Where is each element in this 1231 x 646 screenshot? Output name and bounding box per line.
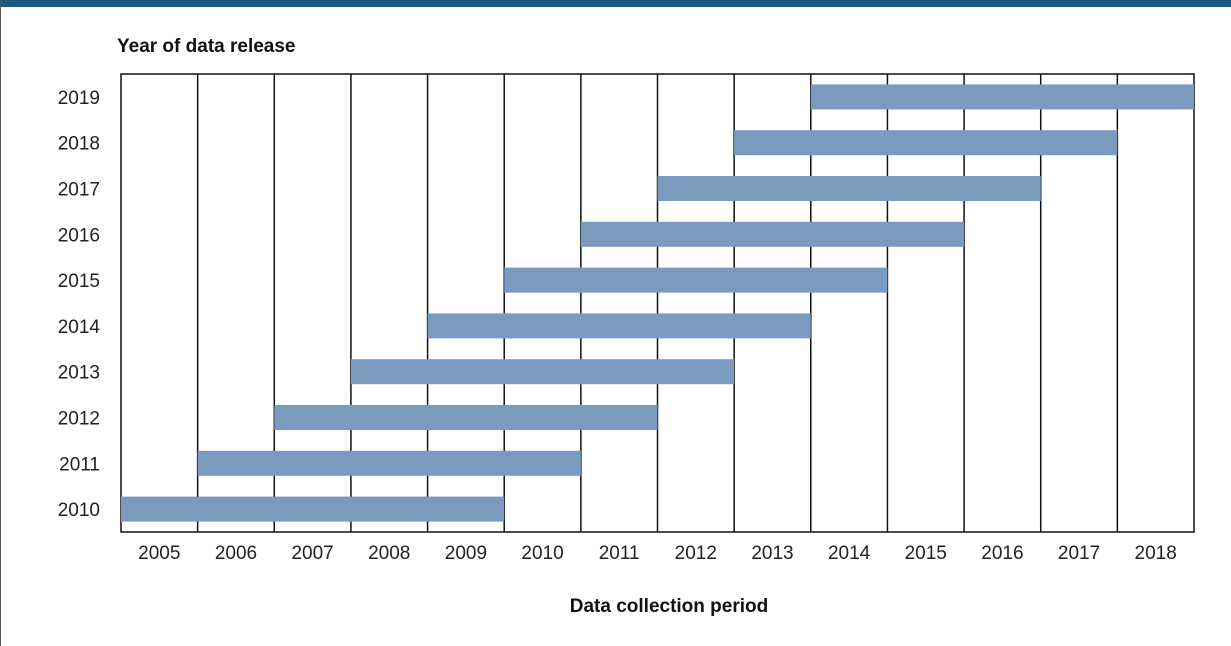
range-bar-2013 [350,359,735,385]
range-bar-2018 [734,130,1118,156]
y-tick-label: 2012 [58,409,100,430]
y-axis-title: Year of data release [117,36,296,57]
y-tick-label: 2016 [58,225,100,246]
y-tick-label: 2014 [58,317,101,338]
y-tick-label: 2018 [58,134,100,155]
x-tick-label: 2016 [981,543,1023,564]
x-tick-labels: 2005 2006 2007 2008 2009 2010 2011 2012 2013 2014… [138,543,1177,564]
x-tick-label: 2018 [1135,543,1177,564]
range-bar-2014 [427,313,811,339]
range-bar-2011 [197,450,581,476]
x-tick-label: 2017 [1058,543,1100,564]
range-bar-2017 [657,176,1041,201]
x-tick-label: 2015 [905,543,947,564]
range-bar-2010 [121,496,505,522]
x-tick-label: 2011 [599,543,640,564]
x-tick-label: 2014 [828,543,871,564]
x-tick-label: 2009 [445,543,487,564]
bars [121,84,1194,522]
range-bar-2016 [580,221,965,247]
x-tick-label: 2008 [368,543,410,564]
y-tick-label: 2015 [58,271,100,292]
range-bar-2012 [274,405,658,430]
x-tick-label: 2007 [291,543,333,564]
y-tick-label: 2017 [58,180,100,201]
range-bar-2019 [810,84,1194,110]
y-tick-labels: 2019 2018 2017 2016 2015 2014 2013 2012 2011 2010 [58,88,101,521]
y-tick-label: 2019 [58,88,100,109]
x-tick-label: 2005 [138,543,180,564]
range-bar-2015 [504,267,888,293]
x-tick-label: 2013 [751,543,793,564]
y-tick-label: 2011 [59,454,100,475]
x-axis-title: Data collection period [570,596,768,617]
y-tick-label: 2010 [58,500,100,521]
x-tick-label: 2006 [215,543,257,564]
x-tick-label: 2010 [521,543,563,564]
x-tick-label: 2012 [675,543,717,564]
y-tick-label: 2013 [58,363,100,384]
